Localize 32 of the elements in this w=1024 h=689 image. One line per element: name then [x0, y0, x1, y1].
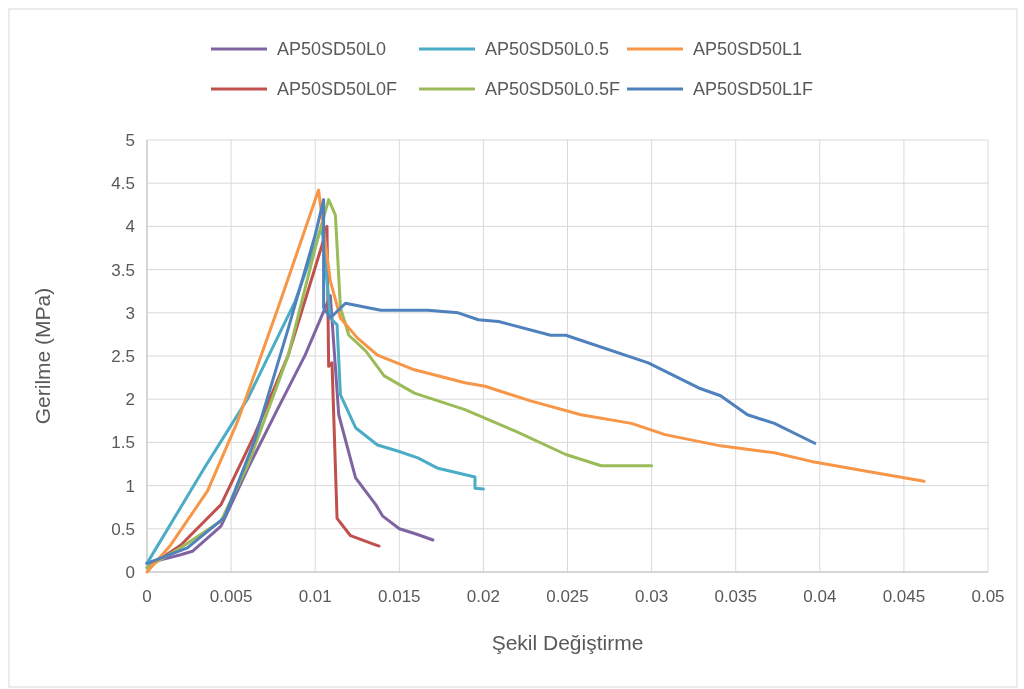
line-series	[145, 198, 817, 565]
x-tick-label: 0	[142, 587, 152, 606]
legend-label: AP50SD50L0.5F	[485, 79, 621, 100]
y-tick-label: 0.5	[111, 519, 135, 539]
x-tick-label: 0.05	[971, 587, 1005, 606]
x-tick-label: 0.02	[466, 587, 500, 606]
y-tick-label: 2.5	[111, 346, 135, 366]
y-tick-label: 3.5	[111, 260, 135, 280]
legend-label: AP50SD50L0	[277, 39, 387, 60]
x-tick-label: 0.03	[635, 587, 669, 606]
x-tick-label: 0.005	[209, 587, 253, 606]
x-tick-label: 0.015	[378, 587, 421, 606]
x-tick-label: 0.045	[882, 587, 926, 606]
x-axis-title: Şekil Değiştirme	[491, 631, 644, 654]
y-tick-label: 1	[125, 476, 135, 496]
y-tick-label: 4.5	[111, 174, 135, 194]
y-axis-title: Gerilme (MPa)	[31, 287, 54, 425]
legend-label: AP50SD50L0F	[277, 79, 398, 100]
x-tick-label: 0.01	[298, 587, 332, 606]
legend-label: AP50SD50L1F	[693, 79, 814, 100]
y-tick-label: 5	[125, 130, 135, 150]
y-tick-label: 1.5	[111, 433, 135, 453]
legend-label: AP50SD50L0.5	[485, 39, 610, 60]
y-tick-label: 4	[125, 217, 135, 237]
y-tick-label: 2	[125, 390, 135, 410]
line-series	[145, 188, 926, 574]
legend-label: AP50SD50L1	[693, 39, 803, 60]
y-tick-label: 0	[125, 562, 135, 582]
x-tick-label: 0.035	[714, 587, 757, 606]
x-tick-label: 0.025	[546, 587, 589, 606]
x-tick-label: 0.04	[803, 587, 837, 606]
y-tick-label: 3	[125, 303, 135, 323]
